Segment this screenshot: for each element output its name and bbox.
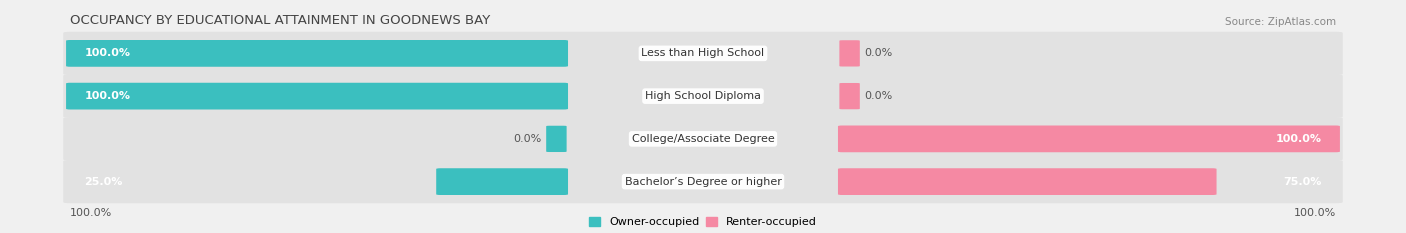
Text: 100.0%: 100.0% [84,91,131,101]
Text: Bachelor’s Degree or higher: Bachelor’s Degree or higher [624,177,782,187]
Text: Less than High School: Less than High School [641,48,765,58]
FancyBboxPatch shape [838,168,1216,195]
FancyBboxPatch shape [63,117,1343,161]
Legend: Owner-occupied, Renter-occupied: Owner-occupied, Renter-occupied [589,217,817,227]
Text: 100.0%: 100.0% [84,48,131,58]
Text: 0.0%: 0.0% [513,134,541,144]
Text: 100.0%: 100.0% [1294,208,1336,218]
Text: Source: ZipAtlas.com: Source: ZipAtlas.com [1225,17,1336,27]
Text: 25.0%: 25.0% [84,177,122,187]
FancyBboxPatch shape [63,75,1343,118]
FancyBboxPatch shape [66,83,568,110]
Text: 75.0%: 75.0% [1284,177,1322,187]
Text: College/Associate Degree: College/Associate Degree [631,134,775,144]
FancyBboxPatch shape [63,32,1343,75]
FancyBboxPatch shape [546,126,567,152]
Text: 0.0%: 0.0% [865,91,893,101]
FancyBboxPatch shape [63,160,1343,203]
Text: OCCUPANCY BY EDUCATIONAL ATTAINMENT IN GOODNEWS BAY: OCCUPANCY BY EDUCATIONAL ATTAINMENT IN G… [70,14,491,27]
Text: High School Diploma: High School Diploma [645,91,761,101]
FancyBboxPatch shape [436,168,568,195]
Text: 100.0%: 100.0% [70,208,112,218]
FancyBboxPatch shape [838,126,1340,152]
FancyBboxPatch shape [66,40,568,67]
FancyBboxPatch shape [839,40,860,66]
Text: 100.0%: 100.0% [1275,134,1322,144]
Text: 0.0%: 0.0% [865,48,893,58]
FancyBboxPatch shape [839,83,860,109]
